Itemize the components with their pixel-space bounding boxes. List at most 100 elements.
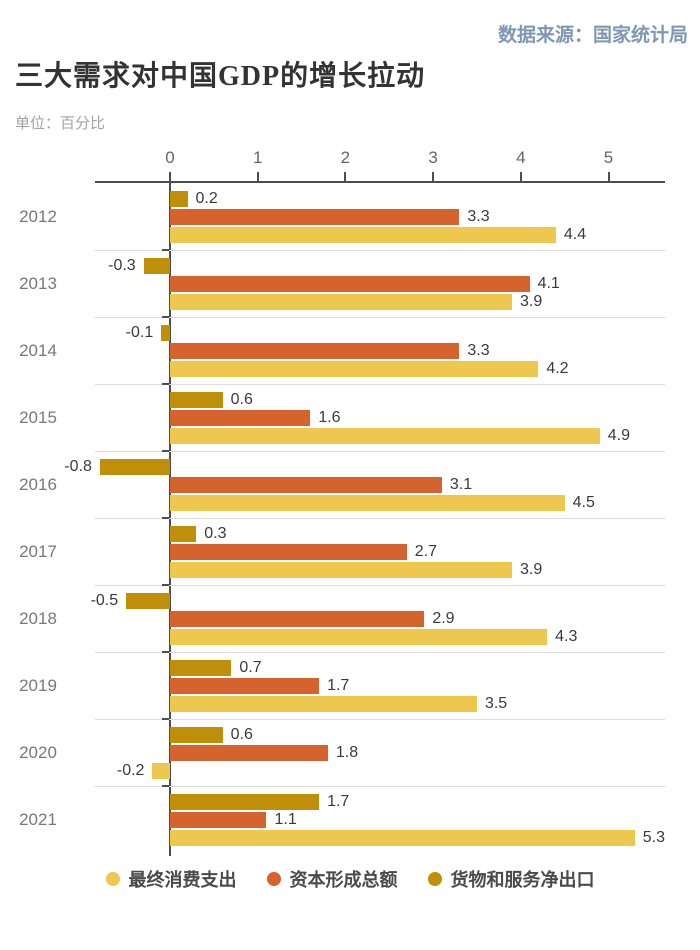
- bar-货物和服务净出口-2013: [143, 258, 170, 274]
- legend-item: 资本形成总额: [266, 866, 398, 892]
- bar-资本形成总额-2013: [170, 276, 530, 292]
- value-label: 1.7: [327, 792, 350, 810]
- bar-最终消费支出-2014: [170, 361, 539, 377]
- legend-dot-icon: [266, 872, 281, 886]
- row-separator: [95, 585, 665, 586]
- baseline-tick: [162, 383, 169, 385]
- value-label: 3.3: [467, 341, 490, 359]
- value-label: -0.2: [116, 761, 145, 779]
- bar-资本形成总额-2014: [170, 343, 460, 359]
- bar-最终消费支出-2016: [170, 495, 565, 511]
- year-label: 2019: [19, 675, 57, 695]
- bar-货物和服务净出口-2014: [161, 325, 170, 341]
- bar-货物和服务净出口-2012: [170, 191, 188, 207]
- year-label: 2015: [19, 407, 57, 427]
- baseline-tick: [162, 651, 169, 653]
- value-label: -0.8: [64, 457, 92, 475]
- year-label: 2021: [19, 809, 57, 829]
- baseline-tick: [162, 249, 169, 251]
- value-label: -0.1: [125, 323, 154, 341]
- x-axis-tick: [256, 172, 259, 181]
- baseline-tick: [162, 316, 169, 318]
- row-separator: [95, 518, 665, 519]
- value-label: 2.9: [432, 609, 455, 627]
- value-label: 4.5: [572, 493, 595, 511]
- x-axis-tick: [607, 172, 610, 181]
- bar-货物和服务净出口-2018: [126, 593, 170, 609]
- x-axis-tick: [169, 172, 171, 181]
- value-label: 0.2: [195, 189, 218, 207]
- value-label: 3.3: [467, 207, 490, 225]
- value-label: 4.1: [537, 274, 560, 292]
- year-label: 2013: [19, 273, 57, 293]
- value-label: 4.3: [555, 627, 578, 645]
- value-label: 1.8: [335, 743, 359, 761]
- x-axis-tick-label: 3: [428, 148, 438, 167]
- value-label: 4.4: [563, 225, 587, 243]
- bar-货物和服务净出口-2016: [99, 459, 170, 475]
- x-axis-tick-label: 5: [603, 148, 614, 167]
- bar-最终消费支出-2017: [170, 562, 513, 578]
- x-axis-tick: [519, 172, 522, 181]
- value-label: 0.6: [230, 725, 253, 743]
- value-label: 3.1: [449, 475, 473, 493]
- row-separator: [95, 451, 665, 452]
- x-axis-tick-label: 1: [252, 148, 263, 167]
- value-label: 5.3: [642, 828, 666, 846]
- bar-最终消费支出-2018: [170, 629, 548, 645]
- row-separator: [95, 719, 665, 720]
- value-label: 3.9: [520, 292, 543, 310]
- row-separator: [95, 250, 665, 251]
- value-label: 0.6: [230, 390, 253, 408]
- row-separator: [95, 317, 665, 318]
- bar-货物和服务净出口-2015: [170, 392, 223, 408]
- value-label: 1.1: [274, 810, 297, 828]
- row-separator: [95, 384, 665, 385]
- data-source: 数据来源：国家统计局: [497, 25, 688, 46]
- bar-最终消费支出-2013: [170, 294, 513, 310]
- legend-dot-icon: [427, 872, 442, 886]
- x-axis-line: [95, 181, 665, 183]
- baseline-tick: [162, 450, 169, 452]
- chart-title: 三大需求对中国GDP的增长拉动: [15, 61, 426, 92]
- bar-最终消费支出-2019: [170, 696, 477, 712]
- unit-label: 单位：百分比: [15, 115, 106, 132]
- value-label: 4.9: [607, 426, 630, 444]
- baseline-tick: [162, 584, 169, 586]
- value-label: 0.7: [239, 658, 262, 676]
- value-label: -0.5: [90, 591, 119, 609]
- bar-资本形成总额-2017: [170, 544, 407, 560]
- value-label: 4.2: [546, 359, 569, 377]
- legend-item: 货物和服务净出口: [427, 866, 595, 892]
- legend: 最终消费支出 资本形成总额 货物和服务净出口: [0, 866, 700, 892]
- x-axis-tick: [344, 172, 347, 181]
- bar-货物和服务净出口-2021: [170, 794, 320, 810]
- year-label: 2017: [19, 541, 57, 561]
- year-label: 2016: [19, 474, 57, 494]
- value-label: 0.3: [204, 524, 227, 542]
- baseline-tick: [162, 517, 169, 519]
- value-label: 3.5: [484, 694, 508, 712]
- legend-label: 最终消费支出: [128, 870, 237, 890]
- x-axis-tick-label: 0: [165, 148, 175, 167]
- bar-资本形成总额-2019: [170, 678, 320, 694]
- bar-最终消费支出-2012: [170, 227, 556, 243]
- bar-货物和服务净出口-2020: [170, 727, 223, 743]
- bar-最终消费支出-2021: [170, 830, 635, 846]
- value-label: 1.7: [327, 676, 350, 694]
- x-axis-tick-label: 2: [340, 148, 351, 167]
- row-separator: [95, 652, 665, 653]
- bar-资本形成总额-2016: [170, 477, 442, 493]
- year-label: 2014: [19, 340, 57, 360]
- year-label: 2018: [19, 608, 57, 628]
- bar-最终消费支出-2015: [170, 428, 600, 444]
- x-axis-tick-label: 4: [516, 148, 526, 167]
- bar-货物和服务净出口-2019: [170, 660, 232, 676]
- value-label: 3.9: [520, 560, 543, 578]
- baseline-tick: [162, 718, 169, 720]
- value-label: -0.3: [108, 256, 136, 274]
- bar-资本形成总额-2018: [170, 611, 425, 627]
- legend-item: 最终消费支出: [105, 866, 237, 892]
